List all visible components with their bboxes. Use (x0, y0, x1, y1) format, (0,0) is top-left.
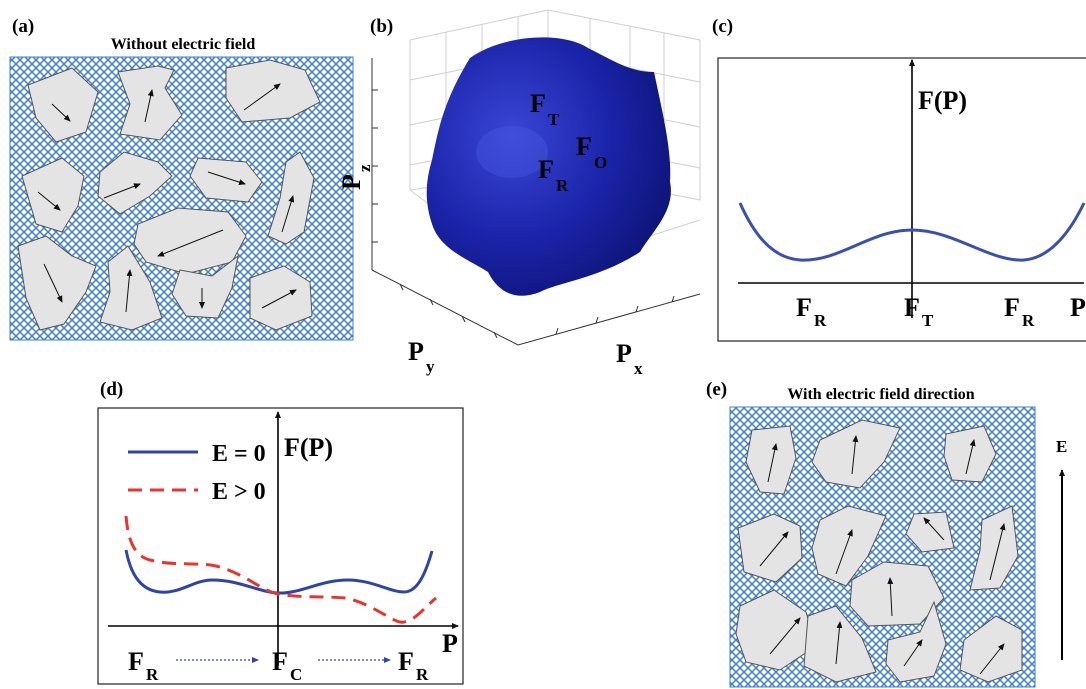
panel-b-label: (b) (370, 16, 393, 37)
panel-d-tick-fr-right: F R (398, 647, 429, 684)
panel-c: (c) F(P) P F R F T F R (712, 16, 1086, 342)
panel-b-z-axis-label: P z (337, 164, 374, 190)
svg-text:T: T (922, 311, 934, 330)
panel-e-label: (e) (706, 379, 727, 400)
panel-d-tick-fr-left: F R (128, 647, 159, 684)
panel-e-field-label: E (1056, 437, 1067, 456)
svg-text:R: R (814, 311, 827, 330)
svg-text:R: R (146, 665, 159, 684)
legend-label-e0: E = 0 (212, 441, 266, 467)
svg-text:F: F (1004, 293, 1020, 322)
svg-text:T: T (548, 110, 560, 129)
svg-text:O: O (594, 153, 607, 172)
svg-text:C: C (290, 665, 302, 684)
panel-a-title: Without electric field (111, 36, 256, 53)
svg-text:P: P (337, 174, 366, 190)
panel-a-label: (a) (12, 16, 34, 37)
panel-d-y-label: F(P) (284, 433, 333, 462)
panel-c-frame (717, 57, 1086, 342)
panel-b-highlight (476, 126, 548, 178)
panel-c-tick-fr-right: F R (1004, 293, 1035, 330)
panel-b-axes (371, 58, 701, 346)
panel-c-y-label: F(P) (918, 86, 967, 115)
panel-d: (d) F(P) P E = 0 E > 0 F R F C F R (97, 379, 464, 685)
panel-b: (b) (337, 9, 701, 378)
svg-text:F: F (576, 132, 592, 161)
panel-e-polarization-arrows (759, 435, 1006, 675)
panel-c-tick-fr-left: F R (796, 293, 827, 330)
panel-a-grains (17, 59, 321, 331)
svg-text:P: P (408, 337, 424, 366)
panel-e: (e) With electric field direction (706, 379, 1067, 688)
svg-text:F: F (128, 647, 144, 676)
panel-d-x-label: P (442, 629, 458, 658)
svg-text:F: F (272, 647, 288, 676)
svg-text:F: F (904, 293, 920, 322)
panel-b-free-energy-surface (426, 37, 671, 296)
panel-a: (a) Without electric field (9, 16, 354, 341)
panel-c-tick-ft: F T (904, 293, 934, 330)
svg-text:P: P (616, 339, 632, 368)
panel-d-tick-fc: F C (272, 647, 302, 684)
panel-b-x-axis-label: P x (616, 339, 643, 378)
panel-b-point-ft: F T (530, 89, 560, 129)
svg-text:F: F (530, 89, 546, 118)
panel-c-free-energy-curve (738, 202, 1086, 262)
svg-text:F: F (796, 293, 812, 322)
svg-text:R: R (1022, 311, 1035, 330)
panel-c-label: (c) (712, 16, 733, 37)
legend-label-egt0: E > 0 (212, 479, 266, 505)
panel-a-polarization-arrows (37, 83, 297, 313)
panel-b-point-fr: F R (538, 155, 569, 195)
svg-text:R: R (416, 665, 429, 684)
svg-text:F: F (538, 155, 554, 184)
panel-b-y-axis-label: P y (408, 337, 435, 376)
svg-text:z: z (355, 164, 374, 172)
svg-text:x: x (634, 359, 643, 378)
svg-text:y: y (426, 357, 435, 376)
svg-text:F: F (398, 647, 414, 676)
panel-c-x-label: P (1070, 293, 1086, 322)
series-egt0-curve (124, 515, 437, 624)
svg-text:R: R (556, 176, 569, 195)
panel-d-frame (97, 407, 464, 685)
panel-d-label: (d) (100, 379, 123, 400)
panel-b-point-fo: F O (576, 132, 607, 172)
panel-e-grains (735, 419, 1023, 683)
panel-e-title: With electric field direction (787, 386, 974, 403)
